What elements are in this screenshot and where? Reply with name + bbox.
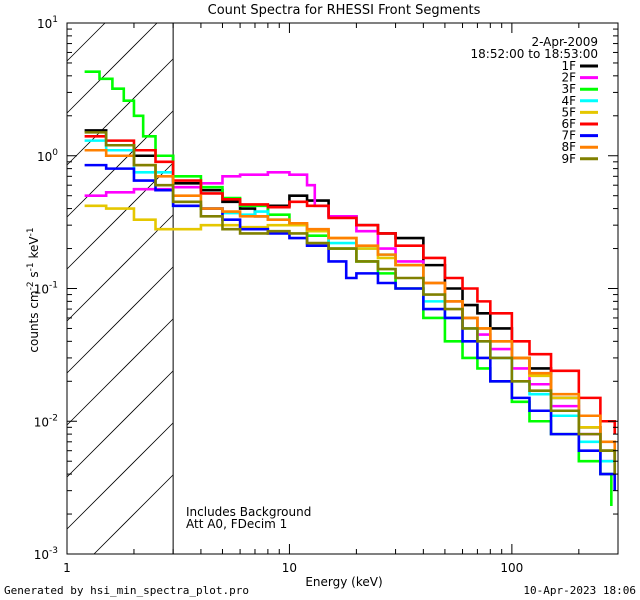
excluded-energy-region — [66, 22, 174, 555]
chart-title: Count Spectra for RHESSI Front Segments — [208, 3, 481, 18]
legend-time-range: 18:52:00 to 18:53:00 — [471, 47, 598, 61]
series-line-5F — [84, 204, 617, 462]
y-tick-label: 10-1 — [34, 281, 58, 297]
series-line-6F — [84, 135, 617, 435]
legend-label-1F: 1F — [561, 59, 576, 73]
y-tick-label: 10-3 — [34, 546, 58, 562]
series-line-3F — [84, 70, 613, 506]
footer-generated-by: Generated by hsi_min_spectra_plot.pro — [4, 584, 250, 597]
x-tick-label: 100 — [500, 561, 523, 575]
x-axis-ticks: 1 10 100 — [63, 23, 619, 575]
y-axis-ticks: 101 100 10-1 10-2 10-3 — [34, 15, 618, 562]
y-tick-label: 100 — [37, 148, 58, 164]
series-line-9F — [84, 131, 617, 475]
series-line-8F — [84, 148, 617, 462]
y-tick-label: 10-2 — [34, 413, 58, 429]
footer-timestamp: 10-Apr-2023 18:06 — [523, 584, 636, 597]
legend-label-8F: 8F — [561, 140, 576, 154]
legend-label-2F: 2F — [561, 71, 576, 85]
legend-label-4F: 4F — [561, 94, 576, 108]
plot-frame — [66, 22, 619, 555]
series-lines — [84, 70, 617, 506]
legend-label-6F: 6F — [561, 117, 576, 131]
annotation-background: Includes Background — [186, 505, 311, 519]
series-line-2F — [84, 171, 617, 491]
legend-label-9F: 9F — [561, 152, 576, 166]
annotation-attenuator: Att A0, FDecim 1 — [186, 517, 287, 531]
x-axis-label: Energy (keV) — [305, 575, 382, 589]
legend-label-3F: 3F — [561, 82, 576, 96]
y-axis-label: counts cm-2 s-1 keV-1 — [26, 227, 41, 352]
hatch-lines — [66, 22, 174, 555]
legend-date: 2-Apr-2009 — [531, 35, 598, 49]
legend-label-5F: 5F — [561, 105, 576, 119]
y-tick-label: 101 — [37, 15, 58, 31]
series-line-7F — [84, 163, 617, 491]
x-tick-label: 1 — [63, 561, 71, 575]
legend-label-7F: 7F — [561, 129, 576, 143]
x-tick-label: 10 — [282, 561, 297, 575]
